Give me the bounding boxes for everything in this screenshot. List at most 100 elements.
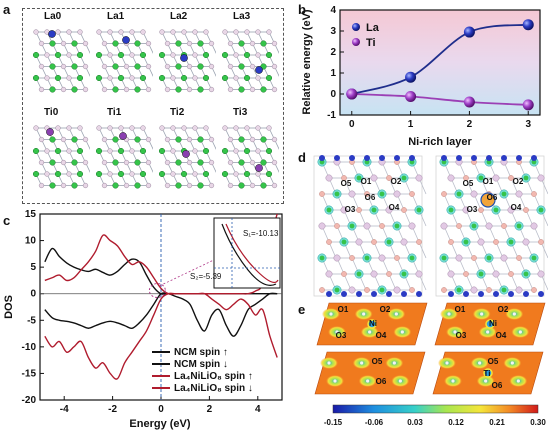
- li-atom: [441, 287, 447, 293]
- y-tick-label: 4: [330, 5, 336, 16]
- x-tick-label: 2: [467, 119, 473, 130]
- panel-a-frame: [22, 8, 284, 204]
- ni-atom: [401, 271, 407, 277]
- ni-atom: [112, 40, 119, 47]
- ni-atom: [139, 147, 147, 155]
- ni-atom: [112, 136, 119, 143]
- o-atom: [255, 75, 261, 81]
- colorbar-tick-label: 0.21: [489, 418, 505, 427]
- li-atom: [531, 287, 537, 293]
- mn-atom: [349, 155, 355, 161]
- o-atom: [515, 286, 523, 294]
- o-atom: [101, 182, 108, 189]
- atom-core: [398, 379, 402, 383]
- ni-atom: [221, 147, 229, 155]
- li-atom: [334, 223, 340, 229]
- o-atom: [129, 148, 135, 154]
- o-atom: [55, 125, 61, 131]
- ni-atom: [95, 74, 103, 82]
- slice-label: O1: [338, 305, 349, 314]
- o-atom: [515, 190, 523, 198]
- o-atom: [233, 125, 239, 131]
- mn-atom: [364, 155, 370, 161]
- ni-atom: [175, 86, 182, 93]
- mn-atom: [501, 155, 507, 161]
- atom-core: [327, 361, 331, 365]
- o-atom: [60, 182, 67, 189]
- structure-model: [95, 125, 153, 189]
- panel-a-letter: a: [3, 2, 11, 17]
- structure-label: Ti1: [107, 107, 122, 118]
- atom-core: [484, 379, 488, 383]
- li-atom: [319, 287, 325, 293]
- mn-atom: [523, 291, 529, 297]
- data-point-la: [463, 26, 475, 38]
- o-atom: [186, 40, 193, 47]
- ni-atom: [134, 182, 141, 189]
- ni-atom: [221, 74, 229, 82]
- la-dopant-atom: [48, 30, 56, 38]
- o-atom: [192, 29, 198, 35]
- ni-atom: [478, 175, 484, 181]
- mn-atom: [356, 291, 362, 297]
- o-atom: [181, 125, 187, 131]
- panel-c-letter: c: [3, 213, 11, 228]
- li-atom: [341, 271, 347, 277]
- structure-model: [221, 125, 279, 189]
- atom-core: [394, 312, 398, 316]
- ni-atom: [158, 51, 166, 59]
- legend-label: La: [366, 22, 380, 34]
- legend-label: NCM spin ↓: [174, 359, 228, 370]
- ni-atom: [117, 74, 125, 82]
- ni-atom: [197, 86, 204, 93]
- o-atom: [77, 29, 83, 35]
- inset-la-curve: [225, 223, 279, 283]
- o-atom: [82, 86, 89, 93]
- ni-atom: [531, 255, 537, 261]
- o-atom: [233, 171, 239, 177]
- o-atom: [192, 75, 198, 81]
- o-atom: [249, 136, 256, 143]
- oxygen-label: O6: [487, 193, 498, 202]
- slice-label: O5: [372, 357, 383, 366]
- o-atom: [60, 136, 67, 143]
- ni-atom: [386, 239, 392, 245]
- o-atom: [363, 222, 371, 230]
- ni-atom: [158, 74, 166, 82]
- ni-atom: [221, 51, 229, 59]
- center-atom: [485, 319, 495, 329]
- o-atom: [203, 29, 209, 35]
- li-atom: [394, 255, 400, 261]
- o-atom: [227, 86, 234, 93]
- ni-atom: [243, 147, 251, 155]
- y-tick-label: 1: [330, 68, 336, 79]
- ni-atom: [49, 182, 56, 189]
- ni-atom: [71, 159, 78, 166]
- la-dopant-atom: [180, 54, 188, 62]
- o-atom: [447, 174, 455, 182]
- o-atom: [393, 190, 401, 198]
- ni-atom: [319, 255, 325, 261]
- o-atom: [101, 136, 108, 143]
- slice-label: O2: [498, 305, 509, 314]
- mn-atom: [448, 291, 454, 297]
- atom-core: [329, 312, 333, 316]
- o-atom: [440, 222, 448, 230]
- ni-atom: [49, 40, 56, 47]
- ni-atom: [54, 147, 62, 155]
- slice-label: O5: [488, 357, 499, 366]
- o-atom: [249, 159, 256, 166]
- o-atom: [227, 40, 234, 47]
- ni-atom: [49, 63, 56, 70]
- ni-atom: [180, 74, 188, 82]
- ni-atom: [260, 182, 267, 189]
- o-atom: [227, 182, 234, 189]
- ni-atom: [117, 170, 125, 178]
- o-atom: [227, 159, 234, 166]
- ni-atom: [139, 170, 147, 178]
- slice-label: O4: [376, 331, 387, 340]
- ni-atom: [379, 287, 385, 293]
- ni-atom: [401, 175, 407, 181]
- o-atom: [255, 52, 261, 58]
- structure-model: [158, 125, 216, 189]
